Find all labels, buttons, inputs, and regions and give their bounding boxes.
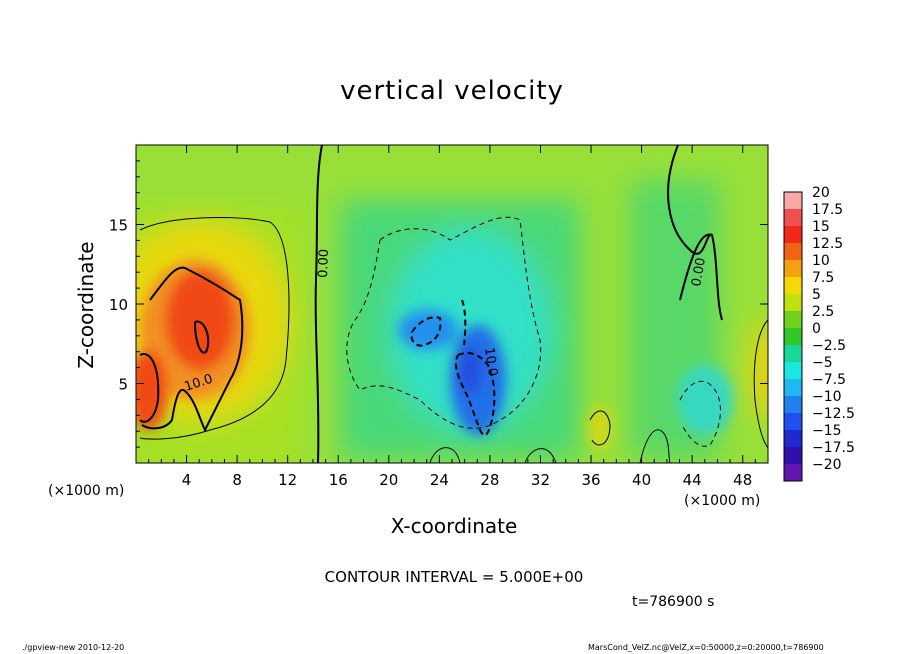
x-tick-label: 36	[581, 471, 600, 489]
x-tick-label: 16	[329, 471, 348, 489]
contour-positive-left	[139, 216, 290, 440]
colorbar-swatch	[784, 413, 802, 430]
x-tick-label: 20	[379, 471, 398, 489]
contour-neg-5-center	[346, 216, 542, 429]
y-axis-label: Z-coordinate	[74, 241, 98, 369]
colorbar-frame	[783, 191, 803, 482]
footer-left: ./gpview-new 2010-12-20	[22, 643, 125, 652]
x-tick-label: 44	[683, 471, 702, 489]
colorbar-label: 0	[812, 321, 821, 337]
downdraft-blue-deep	[458, 345, 482, 395]
colorbar-label: −10	[812, 389, 842, 405]
contour-pos-small	[589, 410, 611, 446]
colorbar-swatch	[784, 192, 802, 209]
x-axis-unit-right: (×1000 m)	[684, 493, 761, 509]
contour-pos-bottom	[429, 429, 671, 463]
contour-ten-left	[141, 266, 244, 433]
colorbar-swatch	[784, 345, 802, 362]
contour-labels: 0.00 0.00 10.0 10.0	[183, 249, 709, 395]
colorbar-label: −15	[812, 423, 842, 439]
colorbar-swatch	[784, 226, 802, 243]
y-tick-label: 5	[118, 376, 128, 394]
chart-title: vertical velocity	[340, 76, 564, 106]
field-right-cyan	[677, 365, 733, 435]
colorbar-swatch	[784, 243, 802, 260]
contour-zero-left	[314, 145, 323, 463]
colorbar-label: 7.5	[812, 270, 834, 286]
colorbar-label: −20	[812, 457, 842, 473]
x-tick-label: 4	[182, 471, 192, 489]
colorbar-swatch	[784, 209, 802, 226]
colorbar-label: −7.5	[812, 372, 846, 388]
colorbar-swatch-end	[784, 464, 802, 481]
colorbar-label: 17.5	[812, 202, 843, 218]
colorbar-swatch	[784, 294, 802, 311]
time-label: t=786900 s	[632, 594, 715, 610]
contour-pos-edge-right	[753, 319, 768, 449]
updraft-red	[165, 270, 235, 370]
contour-label-ten-center: 10.0	[481, 346, 500, 377]
x-axis-unit-left: (×1000 m)	[48, 483, 125, 499]
colorbar-label: 15	[812, 219, 830, 235]
x-axis-label: X-coordinate	[390, 514, 518, 538]
contour-label-zero-left: 0.00	[316, 249, 332, 278]
contour-neg-10-thin	[461, 299, 467, 346]
colorbar: 2017.51512.5107.552.50−2.5−5−7.5−10−12.5…	[783, 185, 855, 482]
x-tick-label: 40	[632, 471, 651, 489]
x-tick-label: 24	[430, 471, 449, 489]
colorbar-label: −2.5	[812, 338, 846, 354]
colorbar-label: −5	[812, 355, 833, 371]
field-small-yellow	[588, 406, 612, 450]
contour-ten-edge	[139, 353, 160, 423]
colorbar-swatch	[784, 277, 802, 294]
colorbar-label: −17.5	[812, 440, 855, 456]
colorbar-swatch	[784, 260, 802, 277]
updraft-left-red	[136, 350, 168, 430]
contour-zero-right	[667, 145, 723, 321]
colorbar-label: 12.5	[812, 236, 843, 252]
colorbar-label: 5	[812, 287, 821, 303]
x-tick-label: 32	[531, 471, 550, 489]
contour-neg-5-right	[679, 380, 721, 447]
x-tick-label: 48	[733, 471, 752, 489]
colorbar-label: 2.5	[812, 304, 834, 320]
x-tick-label: 8	[232, 471, 242, 489]
colorbar-label: 20	[812, 185, 830, 201]
contour-neg-10-core	[454, 352, 496, 437]
contours	[139, 145, 768, 463]
colorbar-swatch	[784, 447, 802, 464]
colorbar-label: 10	[812, 253, 830, 269]
colorbar-label: −12.5	[812, 406, 855, 422]
contour-interval-text: CONTOUR INTERVAL = 5.000E+00	[324, 568, 584, 586]
contour-label-zero-right: 0.00	[689, 257, 709, 288]
colorbar-swatch	[784, 362, 802, 379]
footer-right: MarsCond_VelZ.nc@VelZ,x=0:50000,z=0:2000…	[588, 643, 824, 652]
y-tick-label: 10	[109, 296, 128, 314]
colorbar-swatch	[784, 430, 802, 447]
colorbar-swatch	[784, 311, 802, 328]
x-tick-label: 28	[480, 471, 499, 489]
colorbar-swatch	[784, 396, 802, 413]
colorbar-swatch	[784, 379, 802, 396]
x-tick-label: 12	[278, 471, 297, 489]
y-tick-label: 15	[109, 217, 128, 235]
contour-ten-inner	[194, 320, 210, 354]
plot-area	[136, 145, 768, 463]
colorbar-swatch	[784, 328, 802, 345]
